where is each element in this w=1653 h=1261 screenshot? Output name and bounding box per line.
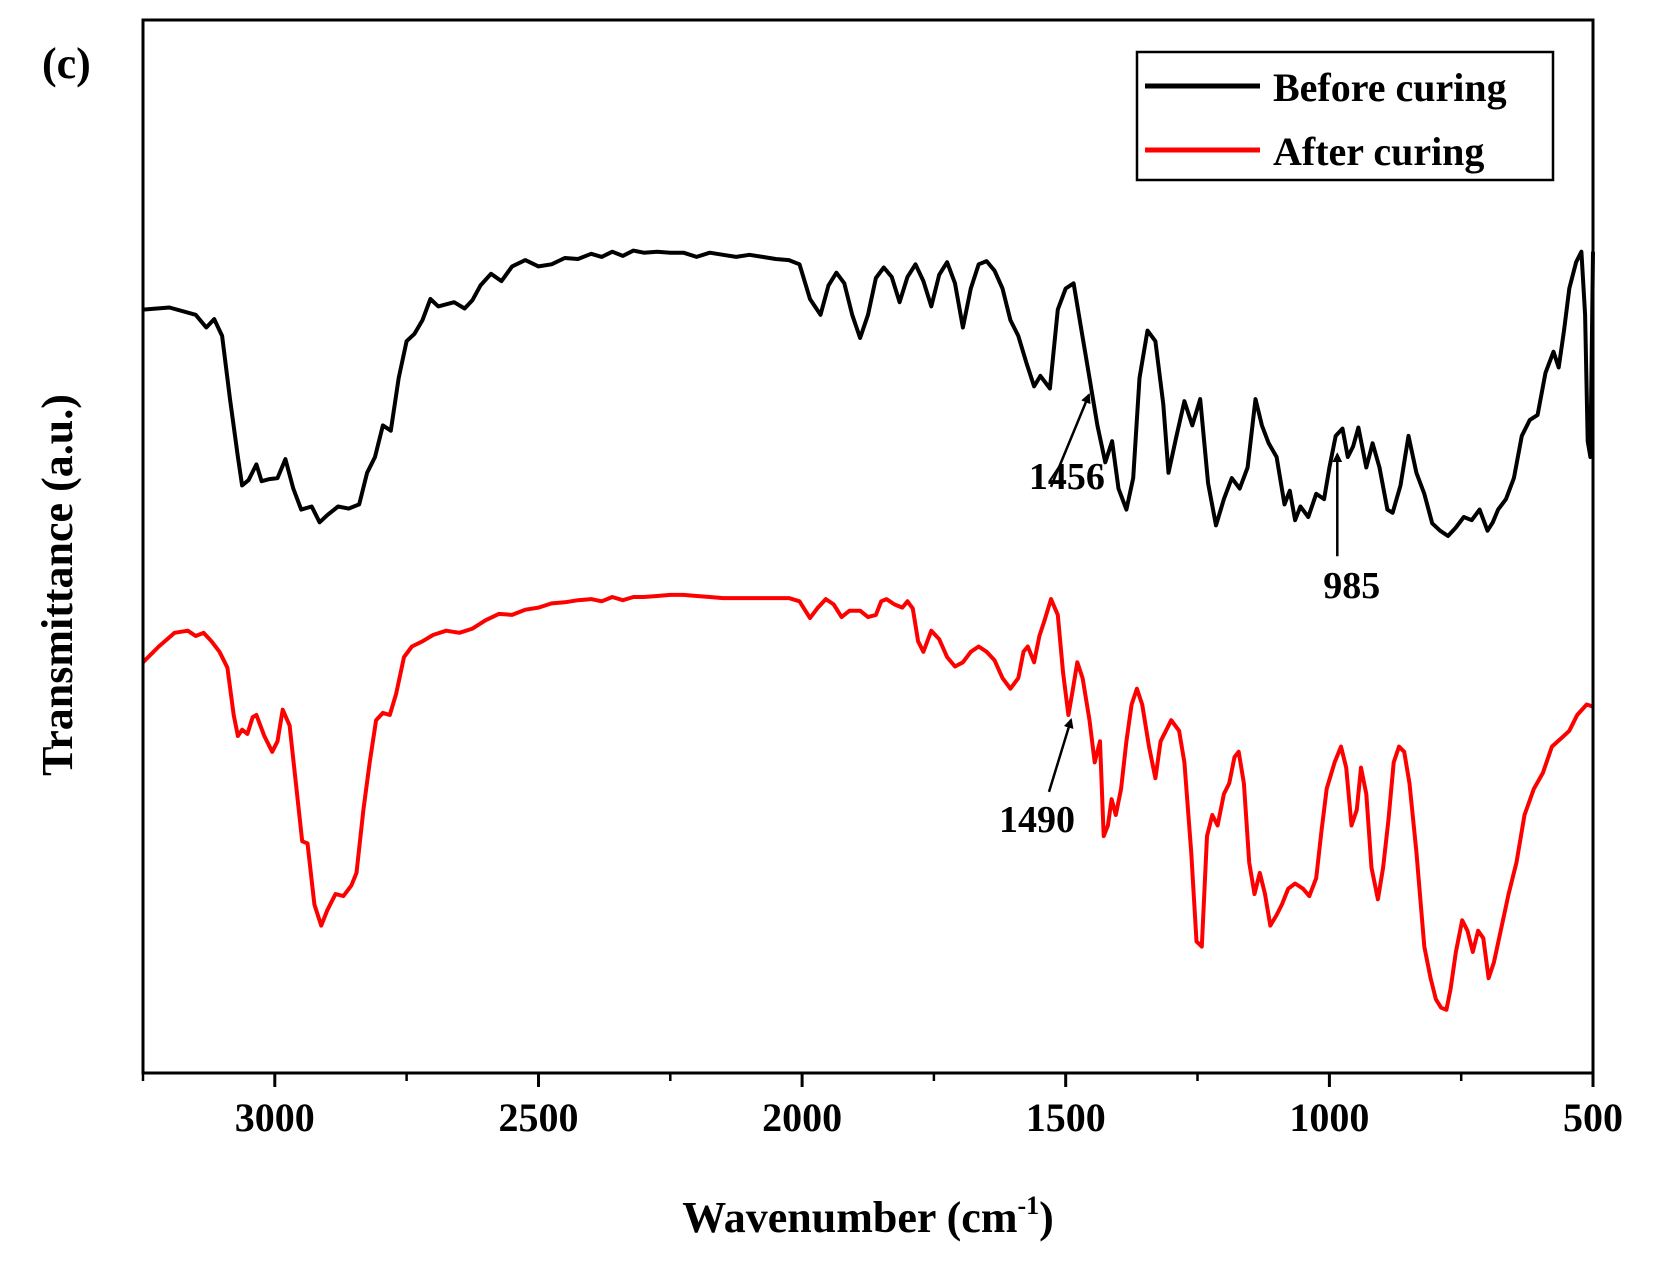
annotation-arrow-1490 bbox=[1047, 717, 1074, 793]
annotation-label-1490: 1490 bbox=[999, 799, 1075, 841]
legend-box bbox=[1135, 50, 1555, 182]
x-axis-title: Wavenumber (cm-1) bbox=[682, 1191, 1054, 1242]
x-axis-ticks: 3000 2500 2000 1500 1000 500 bbox=[141, 1073, 1623, 1140]
panel-label: (c) bbox=[42, 39, 91, 88]
x-tick-label-1500: 1500 bbox=[1026, 1095, 1106, 1140]
plot-frame bbox=[141, 18, 1595, 1075]
series-line-before-curing bbox=[142, 248, 1595, 538]
series-layer bbox=[141, 248, 1595, 1012]
annotation-label-985: 985 bbox=[1323, 565, 1380, 607]
legend-label-after-curing: After curing bbox=[1273, 129, 1484, 174]
x-tick-label-1000: 1000 bbox=[1289, 1095, 1369, 1140]
series-line-after-curing bbox=[141, 592, 1594, 1012]
x-tick-label-2000: 2000 bbox=[762, 1095, 842, 1140]
annotation-arrow-1456 bbox=[1049, 393, 1091, 488]
x-tick-label-2500: 2500 bbox=[499, 1095, 579, 1140]
y-axis-title: Transmittance (a.u.) bbox=[33, 394, 82, 776]
legend-label-before-curing: Before curing bbox=[1273, 65, 1507, 110]
legend: Before curing After curing bbox=[1135, 50, 1555, 182]
annotation-layer: 1456 985 1490 bbox=[999, 393, 1380, 841]
x-tick-label-3000: 3000 bbox=[235, 1095, 315, 1140]
x-tick-label-500: 500 bbox=[1563, 1095, 1623, 1140]
annotation-label-1456: 1456 bbox=[1029, 456, 1105, 498]
